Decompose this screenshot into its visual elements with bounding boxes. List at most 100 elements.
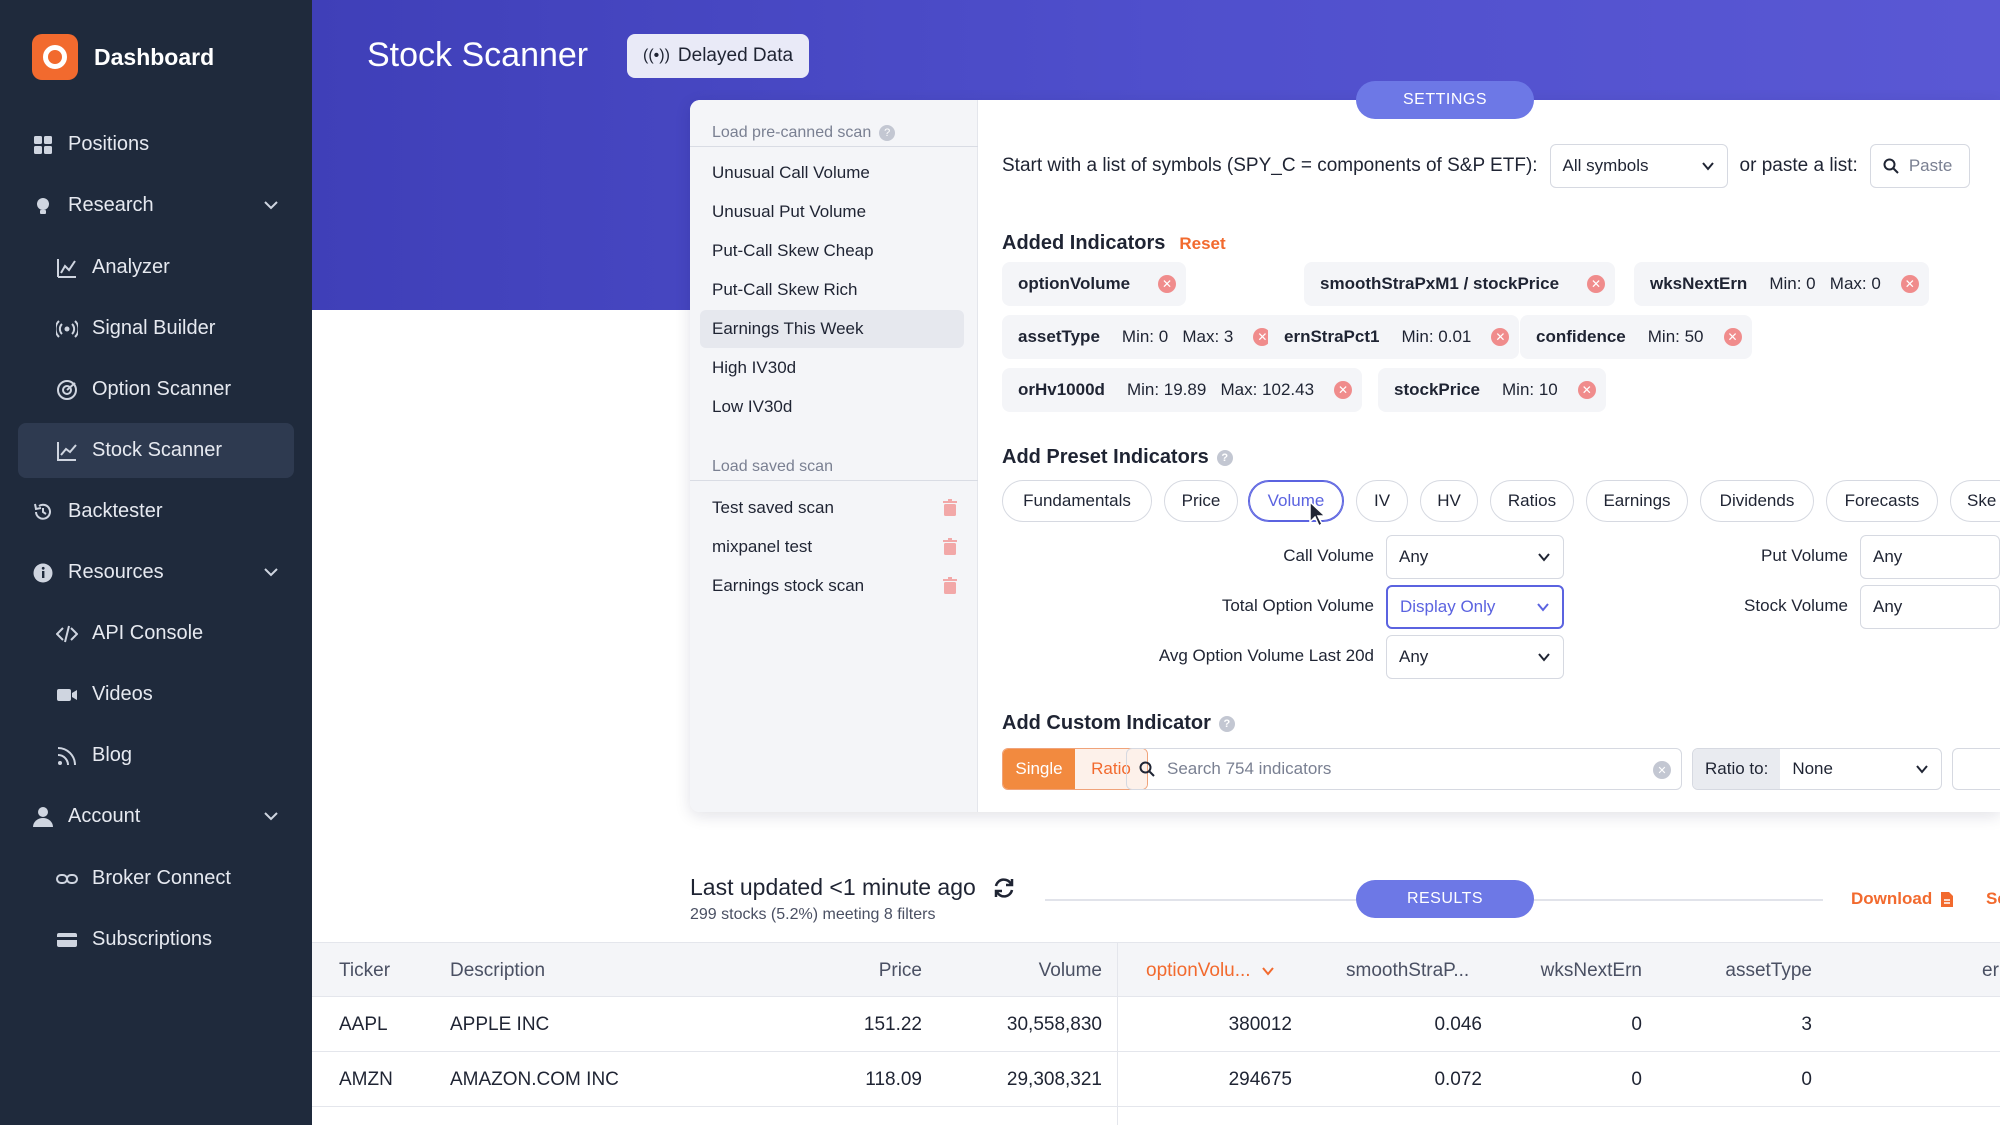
sidebar-item-subscriptions[interactable]: Subscriptions xyxy=(18,912,294,967)
precanned-scan-item[interactable]: Unusual Put Volume xyxy=(712,202,867,221)
indicator-chip[interactable]: confidence Min: 50 ✕ xyxy=(1520,315,1752,359)
indicator-search-input[interactable]: Search 754 indicators ✕ xyxy=(1126,748,1682,790)
clear-icon[interactable]: ✕ xyxy=(1653,761,1671,779)
sidebar-item-analyzer[interactable]: Analyzer xyxy=(18,240,294,295)
tab-iv[interactable]: IV xyxy=(1356,480,1408,522)
column-header-truncated[interactable]: er xyxy=(1982,959,1999,981)
column-header-description[interactable]: Description xyxy=(450,959,546,981)
help-icon[interactable]: ? xyxy=(879,125,896,141)
tab-ratios[interactable]: Ratios xyxy=(1490,480,1574,522)
saved-scan-item[interactable]: Test saved scan xyxy=(700,489,964,527)
trash-icon[interactable] xyxy=(942,538,958,556)
tab-volume[interactable]: Volume xyxy=(1248,480,1344,522)
sidebar-item-research[interactable]: Research xyxy=(18,178,294,233)
chip-name: stockPrice xyxy=(1394,380,1480,399)
column-header-assettype[interactable]: assetType xyxy=(1725,959,1812,981)
sidebar-item-stock-scanner[interactable]: Stock Scanner xyxy=(18,423,294,478)
stock-volume-select[interactable]: Any xyxy=(1860,585,2000,629)
tab-skew[interactable]: Ske xyxy=(1950,480,2000,522)
symbol-list-select[interactable]: All symbols xyxy=(1549,144,1728,188)
sidebar-item-option-scanner[interactable]: Option Scanner xyxy=(18,362,294,417)
remove-chip-icon[interactable]: ✕ xyxy=(1158,275,1177,293)
remove-chip-icon[interactable]: ✕ xyxy=(1723,328,1742,346)
indicator-chip[interactable]: assetType Min: 0 Max: 3 ✕ xyxy=(1002,315,1282,359)
ratio-button[interactable]: Ratio xyxy=(1075,749,1147,789)
truncated-link[interactable]: Se xyxy=(1986,889,2000,908)
avg-option-volume-select[interactable]: Any xyxy=(1386,635,1564,679)
trash-icon[interactable] xyxy=(942,499,958,517)
remove-chip-icon[interactable]: ✕ xyxy=(1334,381,1353,399)
help-icon[interactable]: ? xyxy=(1218,715,1235,732)
sidebar-item-broker-connect[interactable]: Broker Connect xyxy=(18,851,294,906)
chip-name: assetType xyxy=(1018,327,1100,346)
code-icon xyxy=(56,623,78,645)
put-volume-select[interactable]: Any xyxy=(1860,535,2000,579)
rss-icon xyxy=(56,745,78,767)
sidebar-item-resources[interactable]: Resources xyxy=(18,545,294,600)
saved-scan-item[interactable]: Earnings stock scan xyxy=(700,567,964,605)
column-header-volume[interactable]: Volume xyxy=(1038,959,1102,981)
tab-dividends[interactable]: Dividends xyxy=(1700,480,1814,522)
tab-earnings[interactable]: Earnings xyxy=(1586,480,1688,522)
trash-icon[interactable] xyxy=(942,577,958,595)
remove-chip-icon[interactable]: ✕ xyxy=(1253,328,1272,346)
sidebar-item-signal-builder[interactable]: Signal Builder xyxy=(18,301,294,356)
brand[interactable]: Dashboard xyxy=(32,34,214,80)
indicator-chip[interactable]: wksNextErn Min: 0 Max: 0 ✕ xyxy=(1634,262,1929,306)
refresh-icon[interactable] xyxy=(992,876,1016,900)
remove-chip-icon[interactable]: ✕ xyxy=(1577,381,1596,399)
ratio-to-select[interactable]: Ratio to: None xyxy=(1692,748,1942,790)
chip-limits: Min: 10 xyxy=(1502,380,1558,399)
column-header-optionvolume[interactable]: optionVolu... xyxy=(1146,943,1275,998)
sidebar-item-account[interactable]: Account xyxy=(18,789,294,844)
cell-wksnextern: 0 xyxy=(1631,1013,1642,1035)
indicator-chip[interactable]: orHv1000d Min: 19.89 Max: 102.43 ✕ xyxy=(1002,368,1363,412)
download-button[interactable]: Download xyxy=(1851,889,1954,909)
column-header-wksnextern[interactable]: wksNextErn xyxy=(1540,959,1642,981)
precanned-scan-item[interactable]: High IV30d xyxy=(712,358,797,377)
saved-scan-item[interactable]: mixpanel test xyxy=(700,528,964,566)
stock-volume-label: Stock Volume xyxy=(1744,596,1848,615)
indicator-chip[interactable]: ernStraPct1 Min: 0.01 ✕ xyxy=(1268,315,1520,359)
indicator-chip[interactable]: optionVolume ✕ xyxy=(1002,262,1187,306)
delayed-data-button[interactable]: ((•)) Delayed Data xyxy=(627,34,810,78)
table-row[interactable]: AMZN AMAZON.COM INC 118.09 29,308,321 29… xyxy=(312,1052,2000,1107)
precanned-scan-item[interactable]: Earnings This Week xyxy=(700,310,964,348)
sidebar-item-positions[interactable]: Positions xyxy=(18,117,294,172)
sidebar-item-blog[interactable]: Blog xyxy=(18,728,294,783)
precanned-scan-item[interactable]: Put-Call Skew Rich xyxy=(712,280,858,299)
help-icon[interactable]: ? xyxy=(1216,449,1233,466)
column-header-smoothstrap[interactable]: smoothStraP... xyxy=(1346,959,1470,981)
column-header-ticker[interactable]: Ticker xyxy=(339,959,391,981)
single-button[interactable]: Single xyxy=(1003,749,1075,789)
precanned-scan-item[interactable]: Put-Call Skew Cheap xyxy=(712,241,874,260)
tab-forecasts[interactable]: Forecasts xyxy=(1826,480,1938,522)
sidebar-item-label: Backtester xyxy=(68,500,163,522)
remove-chip-icon[interactable]: ✕ xyxy=(1587,275,1606,293)
mouse-cursor-icon xyxy=(1309,500,1327,528)
sidebar-item-label: Blog xyxy=(92,744,133,766)
table-row[interactable]: AAPL APPLE INC 151.22 30,558,830 380012 … xyxy=(312,997,2000,1052)
truncated-control[interactable] xyxy=(1952,748,2000,790)
column-header-price[interactable]: Price xyxy=(878,959,922,981)
tab-price[interactable]: Price xyxy=(1164,480,1238,522)
call-volume-select[interactable]: Any xyxy=(1386,535,1564,579)
remove-chip-icon[interactable]: ✕ xyxy=(1900,275,1919,293)
tab-fundamentals[interactable]: Fundamentals xyxy=(1002,480,1152,522)
indicator-chip[interactable]: stockPrice Min: 10 ✕ xyxy=(1378,368,1606,412)
precanned-scan-item[interactable]: Unusual Call Volume xyxy=(712,163,870,182)
paste-list-input[interactable]: Paste xyxy=(1869,144,1970,188)
reset-link[interactable]: Reset xyxy=(1179,233,1226,253)
grid-icon xyxy=(32,134,54,156)
remove-chip-icon[interactable]: ✕ xyxy=(1491,328,1510,346)
chip-name: optionVolume xyxy=(1018,274,1131,293)
avg-option-volume-label: Avg Option Volume Last 20d xyxy=(1158,646,1374,665)
sidebar-item-videos[interactable]: Videos xyxy=(18,667,294,722)
precanned-scan-item[interactable]: Low IV30d xyxy=(712,397,793,416)
ratio-to-value: None xyxy=(1792,759,1833,778)
sidebar-item-api-console[interactable]: API Console xyxy=(18,606,294,661)
sidebar-item-backtester[interactable]: Backtester xyxy=(18,484,294,539)
indicator-chip[interactable]: smoothStraPxM1 / stockPrice ✕ xyxy=(1304,262,1616,306)
total-option-volume-select[interactable]: Display Only xyxy=(1386,585,1564,629)
tab-hv[interactable]: HV xyxy=(1420,480,1478,522)
